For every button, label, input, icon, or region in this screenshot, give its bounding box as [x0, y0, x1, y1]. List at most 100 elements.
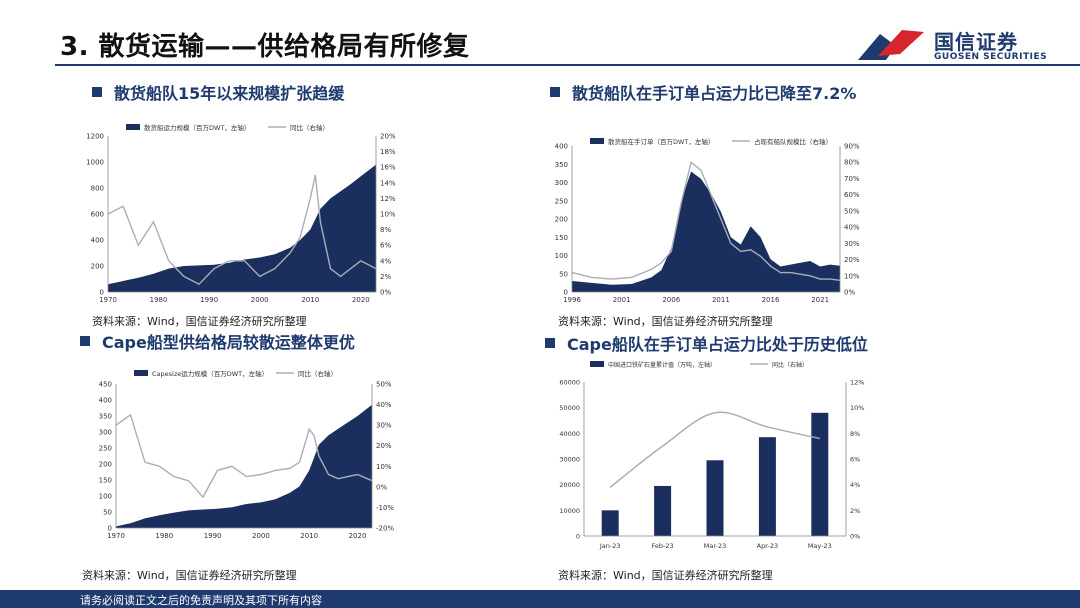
y-tick-label-left: 400 [91, 237, 104, 245]
legend-label-area: Capesize运力规模（百万DWT，左轴） [152, 369, 268, 378]
legend-swatch-area [134, 370, 148, 376]
y-tick-label-left: 100 [99, 493, 112, 501]
y-tick-label-right: 2% [380, 273, 391, 281]
x-tick-label: 2020 [349, 532, 367, 540]
bar [654, 485, 672, 536]
bullet-square-icon [80, 336, 90, 346]
bar [706, 460, 724, 536]
series-line [115, 413, 373, 499]
chart-iron-ore-imports: 中国进口铁矿石量累计值（万吨，左轴） 同比（右轴） Jan-23 Feb-23 Mar-… [559, 361, 864, 550]
legend-label-line: 占现有船队规模比（右轴） [754, 137, 832, 146]
footer-bar: 请务必阅读正文之后的免责声明及其项下所有内容 [0, 590, 1080, 608]
y-tick-label-left: 400 [555, 143, 568, 151]
bullet-square-icon [550, 87, 560, 97]
chart-panel-3: Capesize运力规模（百万DWT，左轴） 同比（右轴） 1970 1980 1990… [82, 364, 412, 544]
y-tick-label-right: 50% [844, 207, 860, 215]
chart-orderbook: 散货船在手订单（百万DWT，左轴） 占现有船队规模比（右轴） 1996 2001 200… [555, 137, 860, 304]
y-tick-label-left: 20000 [559, 481, 580, 489]
y-tick-label-right: 90% [844, 143, 860, 151]
y-tick-label-left: 300 [99, 429, 112, 437]
y-tick-label-right: 18% [380, 148, 396, 156]
y-tick-label-right: 0% [850, 533, 860, 541]
y-tick-label-left: 800 [91, 185, 104, 193]
y-tick-label-right: 0% [376, 483, 387, 491]
guosen-logo: 国信证券 GUOSEN SECURITIES [856, 24, 1056, 66]
legend-label-bar: 中国进口铁矿石量累计值（万吨，左轴） [608, 361, 716, 369]
y-tick-label-right: 4% [850, 481, 860, 489]
x-tick-label: Feb-23 [652, 542, 674, 550]
series-line [609, 411, 820, 488]
y-tick-label-left: 30000 [559, 456, 580, 464]
x-tick-label: 2010 [301, 296, 319, 304]
bullet-square-icon [92, 87, 102, 97]
y-tick-label-left: 350 [99, 413, 112, 421]
y-tick-label-right: 14% [380, 179, 396, 187]
series-line [107, 174, 377, 286]
y-tick-label-right: 10% [844, 272, 860, 280]
y-tick-label-right: 40% [376, 401, 392, 409]
y-tick-label-right: -20% [376, 525, 394, 533]
title-underline [55, 64, 1080, 66]
x-tick-label: 1990 [200, 296, 218, 304]
chart-fleet-capacity: 散货船运力规模（百万DWT，左轴） 同比（右轴）1970 1980 1990 2000 2… [86, 123, 396, 304]
y-tick-label-left: 0 [100, 289, 104, 297]
y-tick-label-left: 600 [91, 211, 104, 219]
bar [758, 437, 776, 536]
y-tick-label-right: 4% [380, 257, 391, 265]
chart-panel-2: 散货船在手订单（百万DWT，左轴） 占现有船队规模比（右轴） 1996 2001 200… [548, 132, 878, 307]
x-tick-label: 2010 [300, 532, 318, 540]
legend-swatch-area [126, 124, 140, 130]
y-tick-label-right: 20% [376, 442, 392, 450]
y-tick-label-right: 6% [850, 456, 860, 464]
x-tick-label: Apr-23 [757, 542, 778, 550]
footer-disclaimer: 请务必阅读正文之后的免责声明及其项下所有内容 [80, 594, 322, 607]
y-tick-label-right: 70% [844, 175, 860, 183]
y-tick-label-right: 80% [844, 159, 860, 167]
legend-swatch-bar [590, 361, 604, 367]
x-tick-label: 2011 [712, 296, 730, 304]
bar [601, 510, 619, 536]
x-tick-label: 1980 [150, 296, 168, 304]
y-tick-label-right: 30% [376, 422, 392, 430]
y-tick-label-left: 0 [576, 533, 580, 541]
bullet-square-icon [545, 338, 555, 348]
legend-label-line: 同比（右轴） [772, 361, 808, 369]
y-tick-label-left: 60000 [559, 379, 580, 387]
y-tick-label-left: 40000 [559, 430, 580, 438]
x-tick-label: May-23 [808, 542, 832, 550]
y-tick-label-right: 20% [844, 256, 860, 264]
series-area [572, 171, 840, 292]
source-note-4: 资料来源：Wind，国信证券经济研究所整理 [558, 569, 773, 582]
bar [811, 412, 829, 536]
y-tick-label-left: 250 [555, 197, 568, 205]
y-tick-label-left: 0 [108, 525, 112, 533]
x-tick-label: Jan-23 [599, 542, 621, 550]
y-tick-label-right: 12% [850, 379, 864, 387]
y-tick-label-left: 150 [555, 234, 568, 242]
guosen-logo-mark-icon [858, 30, 924, 60]
y-tick-label-right: 2% [850, 507, 860, 515]
y-tick-label-right: 10% [376, 463, 392, 471]
legend-label-area: 散货船运力规模（百万DWT，左轴） [144, 123, 250, 132]
y-tick-label-right: 60% [844, 191, 860, 199]
source-note-1: 资料来源：Wind，国信证券经济研究所整理 [92, 315, 307, 328]
legend-swatch-area [590, 138, 604, 144]
y-tick-label-left: 1200 [86, 133, 104, 141]
y-tick-label-left: 300 [555, 179, 568, 187]
y-tick-label-left: 1000 [86, 159, 104, 167]
y-tick-label-left: 400 [99, 397, 112, 405]
y-tick-label-right: 0% [380, 289, 391, 297]
y-tick-label-left: 350 [555, 161, 568, 169]
section-title-2-text: 散货船队在手订单占运力比已降至7.2% [572, 84, 857, 103]
x-tick-label: 1980 [155, 532, 173, 540]
y-tick-label-left: 100 [555, 252, 568, 260]
y-tick-label-left: 150 [99, 477, 112, 485]
section-title-3: Cape船型供给格局较散运整体更优 [80, 329, 355, 353]
chart-panel-4: 中国进口铁矿石量累计值（万吨，左轴） 同比（右轴） Jan-23 Feb-23 Mar-… [548, 358, 888, 554]
section-title-3-text: Cape船型供给格局较散运整体更优 [102, 333, 355, 352]
x-tick-label: 1996 [563, 296, 581, 304]
series-area [116, 404, 372, 528]
y-tick-label-right: 8% [850, 430, 860, 438]
section-title-2: 散货船队在手订单占运力比已降至7.2% [550, 80, 856, 104]
y-tick-label-right: 50% [376, 381, 392, 389]
